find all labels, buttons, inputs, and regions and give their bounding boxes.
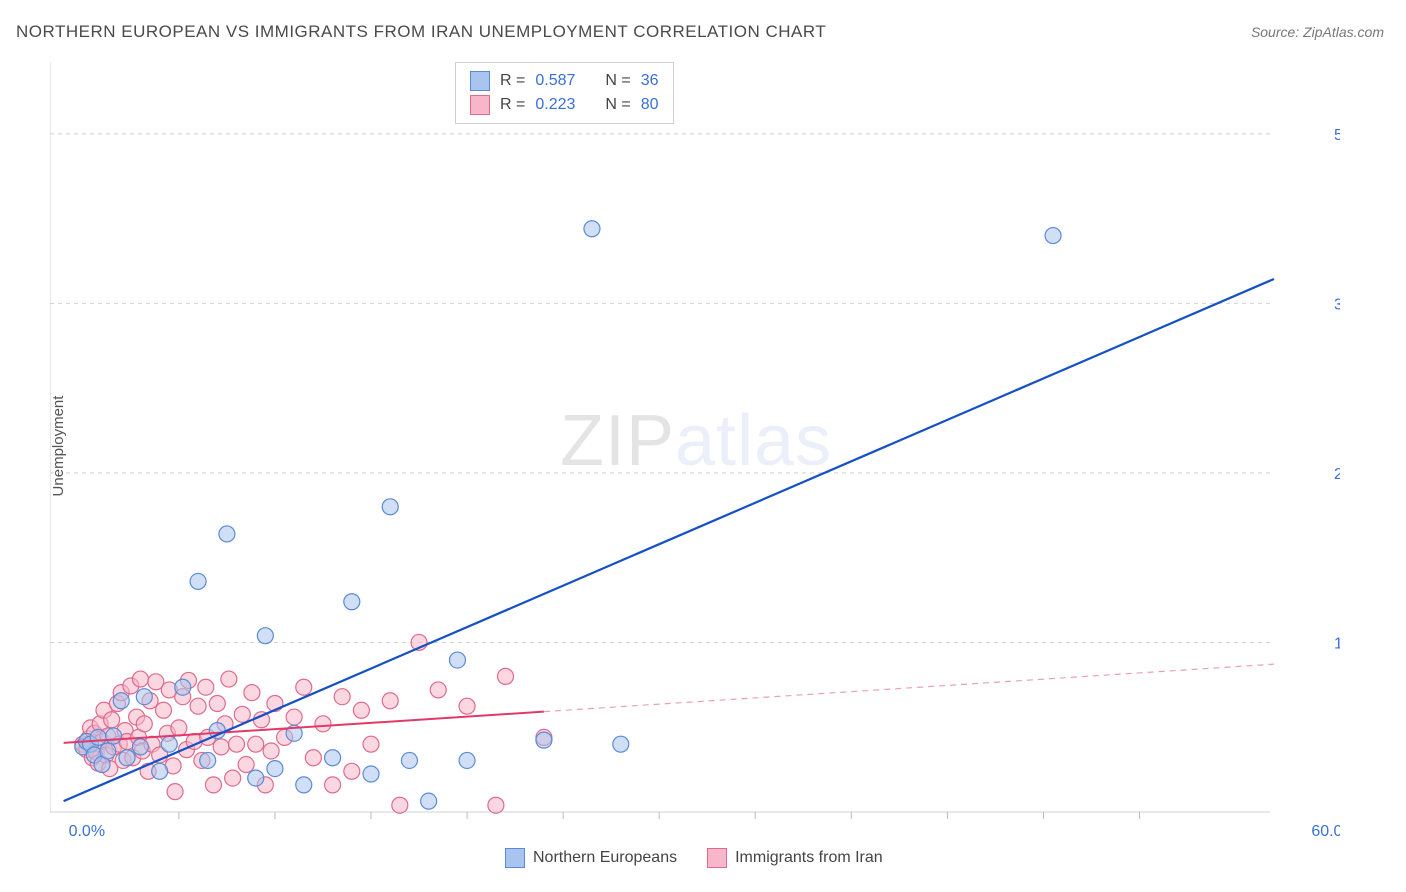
svg-text:12.5%: 12.5%: [1334, 635, 1340, 652]
r-value-1: 0.587: [535, 69, 575, 93]
n-label: N =: [605, 69, 630, 93]
legend-label-2: Immigrants from Iran: [735, 849, 883, 867]
svg-text:60.0%: 60.0%: [1311, 823, 1340, 840]
legend-label-1: Northern Europeans: [533, 849, 677, 867]
r-label: R =: [500, 69, 525, 93]
svg-text:0.0%: 0.0%: [69, 823, 105, 840]
legend-stats-box: R = 0.587 N = 36 R = 0.223 N = 80: [455, 62, 674, 124]
n-value-1: 36: [641, 69, 659, 93]
legend-item-1: Northern Europeans: [505, 848, 677, 868]
svg-text:50.0%: 50.0%: [1334, 127, 1340, 144]
legend-item-2: Immigrants from Iran: [707, 848, 883, 868]
n-label-2: N =: [605, 93, 630, 117]
swatch-pink-icon: [470, 95, 490, 115]
legend-stats-row-1: R = 0.587 N = 36: [470, 69, 659, 93]
swatch-blue-icon: [470, 71, 490, 91]
chart-title: NORTHERN EUROPEAN VS IMMIGRANTS FROM IRA…: [16, 22, 826, 42]
svg-text:37.5%: 37.5%: [1334, 296, 1340, 313]
r-value-2: 0.223: [535, 93, 575, 117]
swatch-blue-icon: [505, 848, 525, 868]
legend-stats-row-2: R = 0.223 N = 80: [470, 93, 659, 117]
swatch-pink-icon: [707, 848, 727, 868]
n-value-2: 80: [641, 93, 659, 117]
svg-text:25.0%: 25.0%: [1334, 466, 1340, 483]
plot-svg: 12.5% 25.0% 37.5% 50.0% 0.0% 60.0%: [50, 62, 1340, 842]
r-label-2: R =: [500, 93, 525, 117]
source-attribution: Source: ZipAtlas.com: [1251, 24, 1384, 40]
legend-bottom: Northern Europeans Immigrants from Iran: [505, 848, 883, 868]
scatter-plot: 12.5% 25.0% 37.5% 50.0% 0.0% 60.0%: [50, 62, 1340, 842]
